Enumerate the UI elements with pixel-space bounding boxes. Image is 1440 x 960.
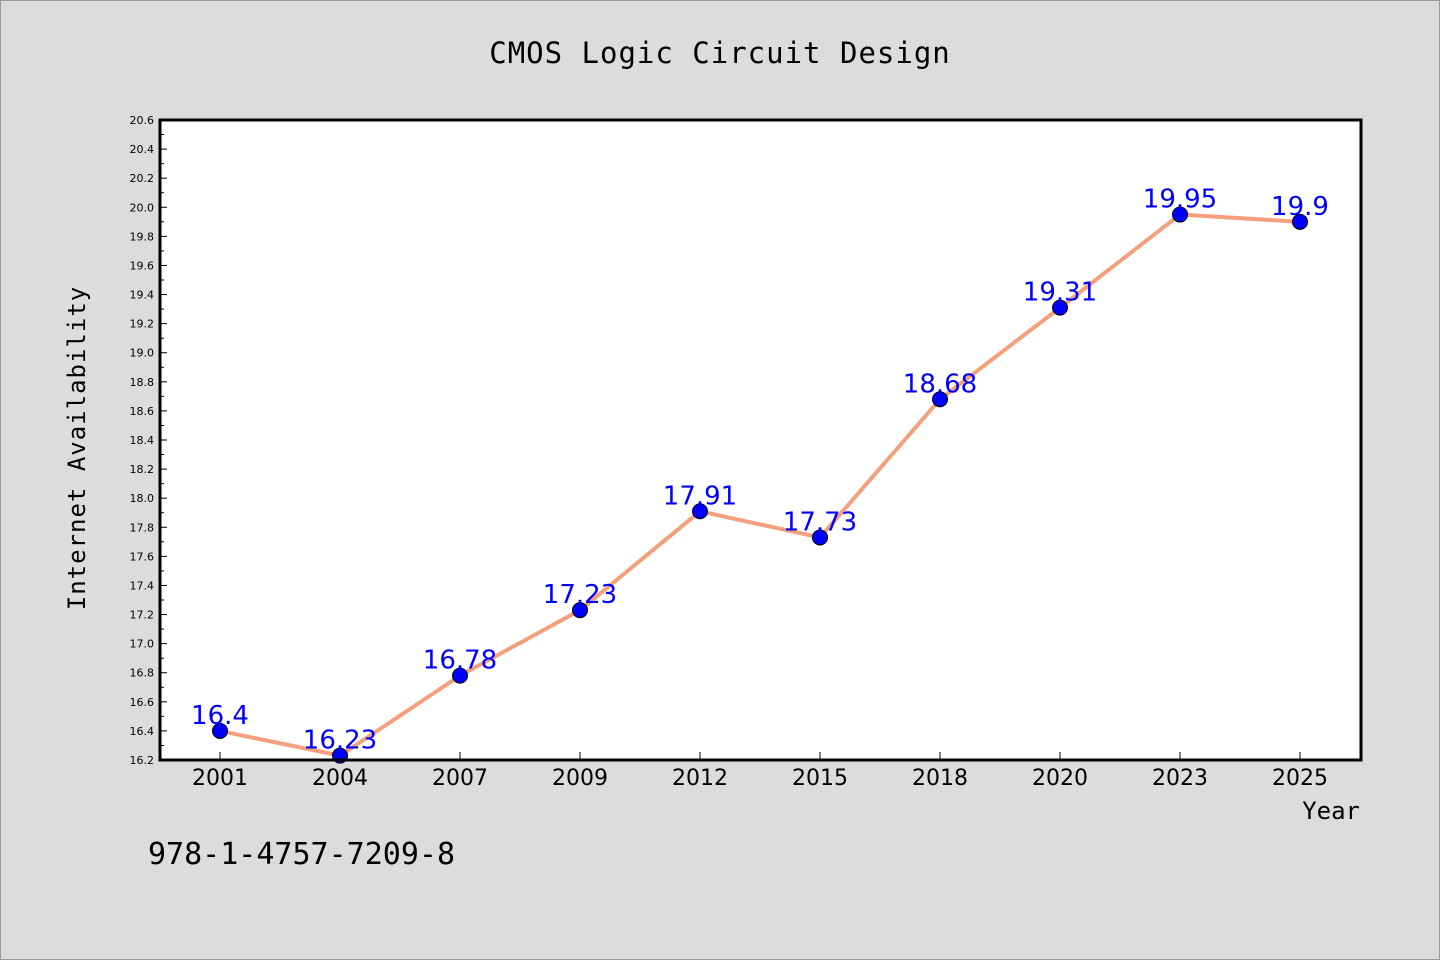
y-tick-label: 17.0 — [130, 638, 155, 651]
data-point — [572, 602, 588, 619]
x-tick-label: 2015 — [792, 766, 848, 791]
y-tick-label: 17.6 — [130, 550, 155, 563]
x-tick-label: 2004 — [312, 766, 368, 791]
y-tick-label: 18.6 — [130, 405, 155, 418]
y-tick-label: 16.2 — [130, 754, 155, 767]
x-axis: 2001 2004 2007 2009 2012 2015 2018 2020 2023 2025 — [192, 752, 1328, 791]
data-point — [212, 722, 228, 739]
data-label: 17.73 — [783, 507, 857, 537]
x-tick-label: 2020 — [1032, 766, 1088, 791]
data-point — [692, 503, 708, 520]
data-point — [1292, 213, 1308, 230]
y-tick-label: 16.6 — [130, 696, 155, 709]
y-tick-label: 18.0 — [130, 492, 155, 505]
x-tick-label: 2009 — [552, 766, 608, 791]
y-tick-label: 17.2 — [130, 609, 155, 622]
x-tick-label: 2001 — [192, 766, 248, 791]
data-point — [932, 391, 948, 408]
plot-border — [158, 118, 1363, 762]
y-tick-label: 19.4 — [130, 289, 155, 302]
y-tick-label: 19.2 — [130, 318, 155, 331]
x-tick-label: 2018 — [912, 766, 968, 791]
x-tick-label: 2012 — [672, 766, 728, 791]
plot-area — [160, 120, 1361, 760]
series: 16.4 16.23 16.78 17.23 17.91 17.73 18.68 19.31 1… — [191, 185, 1329, 764]
data-label: 19.31 — [1023, 278, 1097, 308]
chart-title: CMOS Logic Circuit Design — [489, 36, 951, 70]
y-tick-label: 19.8 — [130, 230, 155, 243]
data-label: 18.68 — [903, 369, 977, 399]
y-tick-label: 16.4 — [130, 725, 155, 738]
y-axis: 16.2 16.4 16.6 16.8 17.0 17.2 17.4 17.6 17.8 18.0… — [130, 114, 167, 767]
footer-isbn: 978-1-4757-7209-8 — [148, 837, 455, 872]
data-label: 17.23 — [543, 580, 617, 610]
data-point — [1052, 299, 1068, 316]
y-tick-label: 17.4 — [130, 579, 155, 592]
data-label: 19.9 — [1271, 192, 1329, 222]
y-tick-label: 20.0 — [130, 201, 155, 214]
y-tick-label: 17.8 — [130, 521, 155, 534]
y-tick-label: 18.4 — [130, 434, 155, 447]
y-tick-label: 20.4 — [130, 143, 155, 156]
y-tick-label: 20.2 — [130, 172, 155, 185]
x-axis-label: Year — [1302, 797, 1360, 825]
data-point — [452, 667, 468, 684]
y-tick-label: 16.8 — [130, 667, 155, 680]
data-point — [1172, 206, 1188, 223]
data-label: 16.23 — [303, 726, 377, 756]
x-tick-label: 2023 — [1152, 766, 1208, 791]
x-tick-label: 2025 — [1272, 766, 1328, 791]
y-tick-label: 19.6 — [130, 259, 155, 272]
y-tick-label: 18.2 — [130, 463, 155, 476]
data-point — [812, 529, 828, 546]
data-label: 19.95 — [1143, 185, 1217, 215]
data-label: 16.78 — [423, 646, 497, 676]
y-tick-label: 18.8 — [130, 376, 155, 389]
y-axis-label: Internet Availability — [63, 286, 91, 610]
y-tick-label: 19.0 — [130, 347, 155, 360]
series-line — [219, 212, 1301, 758]
data-label: 16.4 — [191, 701, 249, 731]
data-label: 17.91 — [663, 481, 737, 511]
y-tick-label: 20.6 — [130, 114, 155, 127]
x-tick-label: 2007 — [432, 766, 488, 791]
